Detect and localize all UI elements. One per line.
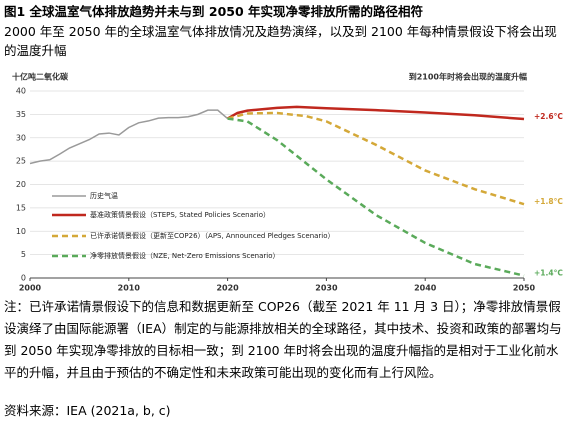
series-line bbox=[29, 109, 229, 165]
y-tick-label: 40 bbox=[16, 87, 26, 96]
source: 资料来源：IEA (2021a, b, c) bbox=[4, 403, 171, 418]
series-line bbox=[226, 105, 525, 121]
series-line bbox=[227, 111, 525, 206]
subtitle: 2000 年至 2050 年的全球温室气体排放情况及趋势演绎，以及到 2100 … bbox=[4, 24, 557, 58]
y-tick-label: 30 bbox=[16, 133, 26, 142]
y-axis-label: 十亿吨二氧化碳 bbox=[12, 72, 69, 82]
x-tick-label: 2050 bbox=[513, 284, 536, 293]
series-line bbox=[227, 117, 525, 277]
x-tick-label: 2030 bbox=[315, 284, 338, 293]
legend-label: 已许承诺情景假设（更新至COP26）（APS, Announced Pledge… bbox=[90, 231, 335, 240]
end-label: +2.6°C bbox=[534, 112, 563, 121]
x-tick-label: 2040 bbox=[414, 284, 437, 293]
note: 注：已许承诺情景假设下的信息和数据更新至 COP26（截至 2021 年 11 … bbox=[4, 299, 562, 380]
y-tick-label: 35 bbox=[16, 110, 26, 119]
title: 图1 全球温室气体排放趋势并未与到 2050 年实现净零排放所需的路径相符 bbox=[4, 4, 424, 19]
x-tick-label: 2000 bbox=[19, 284, 42, 293]
y-tick-label: 25 bbox=[16, 157, 26, 166]
end-label: +1.8°C bbox=[534, 197, 563, 206]
legend-label: 历史气温 bbox=[90, 191, 118, 200]
y-tick-label: 20 bbox=[16, 180, 26, 189]
chart: 十亿吨二氧化碳 到2100年时将会出现的温度升幅 0 5 10 15 20 25 30 35 4… bbox=[12, 72, 563, 293]
y-tick-label: 0 bbox=[21, 274, 26, 283]
y-tick-label: 15 bbox=[16, 203, 26, 212]
legend-label: 基准政策情景假设（STEPS, Stated Policies Scenario… bbox=[90, 210, 270, 219]
y-tick-label: 5 bbox=[21, 250, 26, 259]
x-tick-label: 2020 bbox=[216, 284, 239, 293]
right-label: 到2100年时将会出现的温度升幅 bbox=[409, 72, 527, 82]
y-tick-label: 10 bbox=[16, 227, 26, 236]
x-tick-label: 2010 bbox=[118, 284, 141, 293]
legend-label: 净零排放情景假设（NZE, Net-Zero Emissions Scenari… bbox=[90, 251, 280, 260]
end-label: +1.4°C bbox=[534, 269, 563, 278]
